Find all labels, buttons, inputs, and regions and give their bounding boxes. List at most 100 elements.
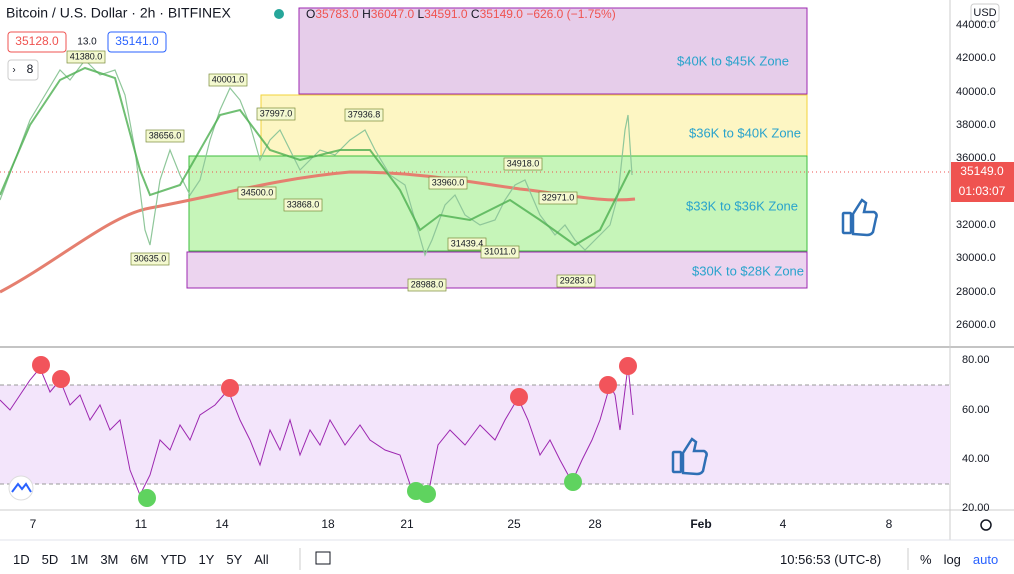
rsi-tick-label: 40.00 [962, 453, 990, 465]
indicator-toggle[interactable] [7, 59, 39, 81]
annotation: 28988.0 [411, 279, 444, 289]
rsi-dots [32, 356, 637, 507]
rsi-tick-label: 20.00 [962, 502, 990, 514]
ohlc-label: C [471, 7, 480, 21]
zone-label: $30K to $28K Zone [692, 263, 804, 278]
zone-box [186, 251, 808, 289]
thumbs-up-icon [841, 198, 878, 237]
annotation-box [556, 274, 596, 288]
countdown: 01:03:07 [959, 184, 1006, 198]
annotation: 34500.0 [241, 187, 274, 197]
price-tick-label: 30000.0 [956, 252, 996, 264]
ohlc-value: 35149.0 [480, 7, 524, 21]
time-label: 18 [321, 517, 335, 531]
time-label: 11 [135, 517, 148, 531]
time-label: Feb [690, 517, 711, 531]
range-button[interactable]: 6M [130, 552, 149, 567]
range-button[interactable]: YTD [160, 552, 187, 567]
time-label: 14 [215, 517, 229, 531]
annotation-box [428, 176, 468, 190]
time-label: 8 [886, 517, 893, 531]
clock: 10:56:53 (UTC-8) [780, 552, 882, 567]
currency-box[interactable] [970, 3, 1000, 23]
rsi-tick-label: 80.00 [962, 354, 990, 366]
zone-label: $40K to $45K Zone [677, 53, 789, 68]
annotation-box [480, 245, 520, 259]
countdown-tag [951, 182, 1014, 202]
price-tick-label: 42000.0 [956, 52, 996, 64]
annotation: 31439.4 [451, 238, 484, 248]
annotation: 33868.0 [287, 199, 320, 209]
indicator-count[interactable]: 8 [27, 62, 34, 76]
settings-icon[interactable] [980, 519, 992, 531]
annotation: 30635.0 [134, 253, 167, 263]
annotation-box [66, 50, 106, 64]
ohlc-value: 36047.0 [371, 7, 415, 21]
range-button[interactable]: 3M [100, 552, 119, 567]
auto-toggle[interactable]: auto [972, 552, 999, 567]
ohlc-value: 35783.0 [315, 7, 359, 21]
time-label: 21 [400, 517, 414, 531]
price-tick-label: 36000.0 [956, 152, 996, 164]
buy-box[interactable] [107, 31, 167, 53]
range-button[interactable]: 1Y [198, 552, 215, 567]
scale-bar: % log auto [920, 545, 998, 574]
annotation: 33960.0 [432, 177, 465, 187]
annotation: 38656.0 [149, 130, 182, 140]
range-button[interactable]: 1M [70, 552, 89, 567]
rsi-line [0, 365, 634, 497]
currency[interactable]: USD [973, 7, 996, 19]
annotation-box [130, 252, 170, 266]
time-label: 4 [780, 517, 787, 531]
clock-bar: 10:56:53 (UTC-8) [780, 545, 893, 574]
annotation-box [344, 108, 384, 122]
annotation-box [145, 129, 185, 143]
annotation: 40001.0 [212, 74, 245, 84]
date-range-icon[interactable] [315, 551, 331, 565]
chevron[interactable]: › [12, 65, 15, 76]
spread: 13.0 [77, 37, 97, 48]
price-tick-label: 40000.0 [956, 86, 996, 98]
ohlc-label: H [362, 7, 371, 21]
annotation: 41380.0 [70, 51, 103, 61]
price-tag [951, 162, 1014, 182]
range-button[interactable]: 5D [41, 552, 59, 567]
annotation-box [256, 107, 296, 121]
annotation: 31011.0 [484, 246, 516, 256]
sell-box[interactable] [7, 31, 67, 53]
zone-box [260, 94, 808, 157]
range-button[interactable]: 5Y [226, 552, 243, 567]
annotation: 37997.0 [260, 108, 293, 118]
percent-toggle[interactable]: % [920, 552, 932, 567]
time-label: 28 [588, 517, 602, 531]
price-tick-label: 38000.0 [956, 119, 996, 131]
symbol: Bitcoin / U.S. Dollar · 2h · BITFINEX [6, 5, 231, 21]
annotation-box [407, 278, 447, 292]
ohlc: O35783.0 H36047.0 L34591.0 C35149.0 −626… [306, 7, 616, 21]
current-price: 35149.0 [960, 164, 1004, 178]
zone-label: $36K to $40K Zone [689, 125, 801, 140]
logo-mark [11, 482, 32, 493]
ohlc-change: −626.0 (−1.75%) [526, 7, 615, 21]
annotation: 29283.0 [560, 275, 593, 285]
time-label: 7 [30, 517, 37, 531]
annotation-box [208, 73, 248, 87]
ma-line [0, 66, 631, 247]
range-button[interactable]: All [254, 552, 269, 567]
rsi-tick-label: 60.00 [962, 404, 990, 416]
ohlc-label: O [306, 7, 315, 21]
price-tick-label: 28000.0 [956, 286, 996, 298]
log-toggle[interactable]: log [943, 552, 961, 567]
buy-price[interactable]: 35141.0 [115, 34, 159, 48]
price-tick-label: 44000.0 [956, 19, 996, 31]
annotation: 37936.8 [348, 109, 381, 119]
annotation: 34918.0 [507, 158, 540, 168]
market-status [274, 9, 284, 19]
zone-label: $33K to $36K Zone [686, 198, 798, 213]
ohlc-value: 34591.0 [424, 7, 468, 21]
range-button[interactable]: 1D [13, 552, 30, 567]
ema-line [0, 170, 636, 294]
annotation-box [538, 191, 578, 205]
sell-price[interactable]: 35128.0 [15, 34, 59, 48]
